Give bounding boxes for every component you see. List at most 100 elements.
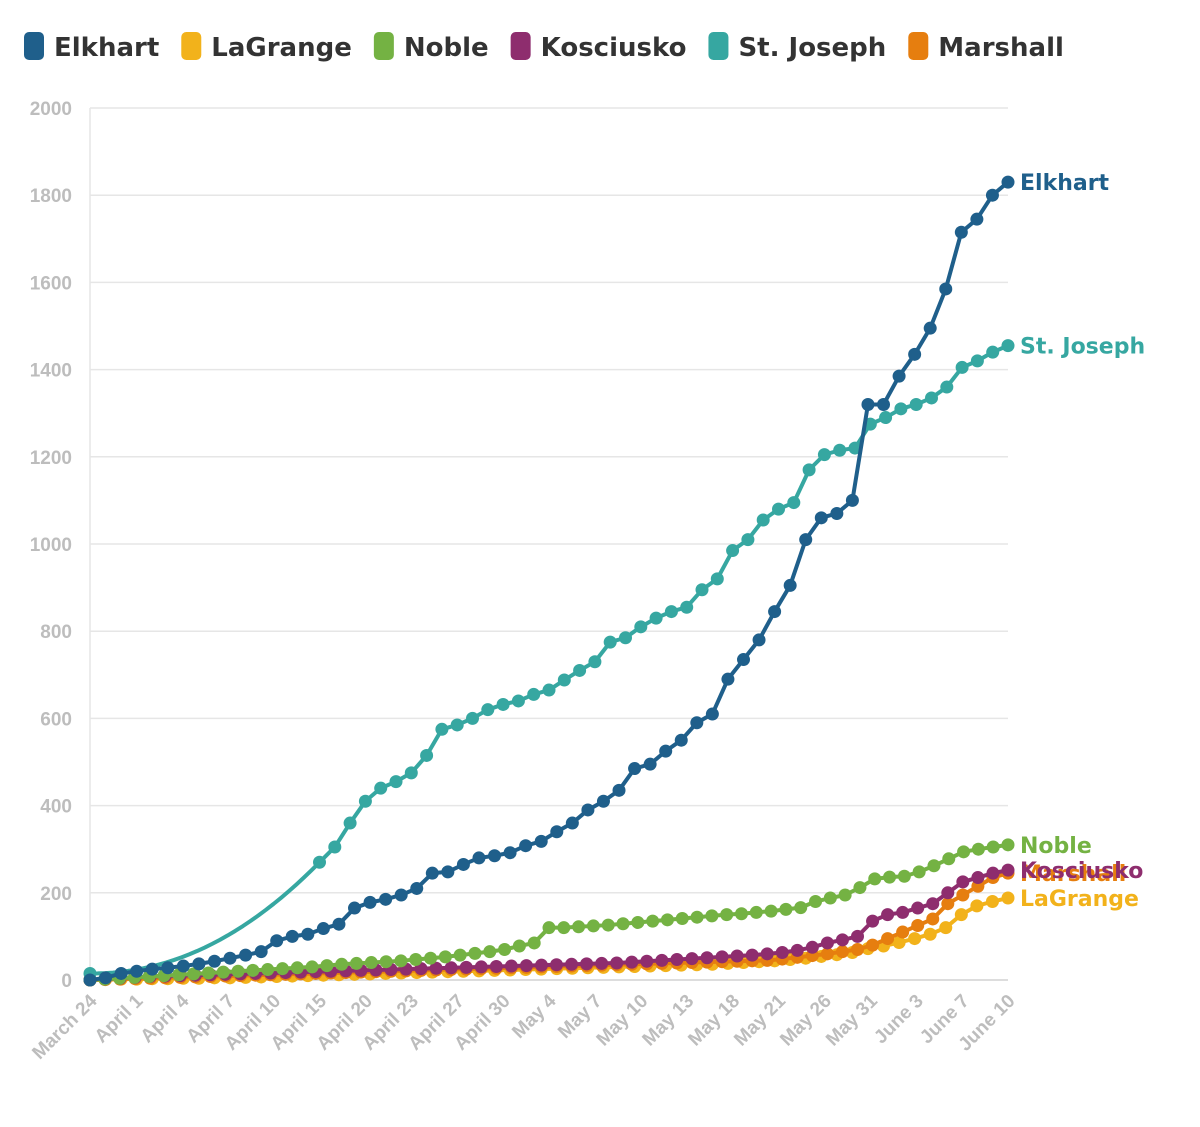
data-point xyxy=(866,938,880,952)
data-point xyxy=(519,959,533,973)
data-point xyxy=(853,881,867,895)
data-point xyxy=(573,663,587,677)
data-point xyxy=(775,946,789,960)
data-point xyxy=(790,943,804,957)
data-point xyxy=(954,908,968,922)
data-point xyxy=(616,917,630,931)
data-point xyxy=(881,932,895,946)
data-point xyxy=(805,940,819,954)
data-point xyxy=(542,683,556,697)
data-point xyxy=(503,846,517,860)
end-label-marshall: Marshall xyxy=(1020,862,1126,887)
data-point xyxy=(1001,838,1015,852)
data-point xyxy=(550,825,564,839)
legend-label: Noble xyxy=(404,33,489,63)
data-point xyxy=(450,718,464,732)
legend-item-noble[interactable]: Noble xyxy=(373,32,489,63)
data-point xyxy=(705,909,719,923)
y-tick-label: 1000 xyxy=(30,535,72,556)
legend-item-lagrange[interactable]: LaGrange xyxy=(181,32,352,63)
data-point xyxy=(877,397,891,411)
data-point xyxy=(435,722,449,736)
data-point xyxy=(379,892,393,906)
data-point xyxy=(868,872,882,886)
legend-item-st-joseph[interactable]: St. Joseph xyxy=(708,32,886,63)
data-point xyxy=(565,957,579,971)
data-point xyxy=(305,960,319,974)
y-tick-label: 2000 xyxy=(30,99,72,120)
data-point xyxy=(970,354,984,368)
x-tick-label: May 31 xyxy=(822,990,882,1050)
legend-swatch xyxy=(373,32,394,60)
data-point xyxy=(625,955,639,969)
data-point xyxy=(389,775,403,789)
data-point xyxy=(787,496,801,510)
data-point xyxy=(481,703,495,717)
data-point xyxy=(420,748,434,762)
data-point xyxy=(603,635,617,649)
data-point xyxy=(881,908,895,922)
data-point xyxy=(231,964,245,978)
data-point xyxy=(670,953,684,967)
data-point xyxy=(441,865,455,879)
data-point xyxy=(275,962,289,976)
series-line xyxy=(89,180,1010,982)
y-tick-label: 1600 xyxy=(30,273,72,294)
data-point xyxy=(942,852,956,866)
data-point xyxy=(83,973,97,987)
data-point xyxy=(955,360,969,374)
data-point xyxy=(674,733,688,747)
legend-swatch xyxy=(908,32,929,60)
data-point xyxy=(794,901,808,915)
data-point xyxy=(634,620,648,634)
data-point xyxy=(690,910,704,924)
data-point xyxy=(472,851,486,865)
x-tick-label: April 4 xyxy=(137,990,194,1047)
data-point xyxy=(145,962,159,976)
data-point xyxy=(409,953,423,967)
data-point xyxy=(374,781,388,795)
data-point xyxy=(736,653,750,667)
y-tick-label: 800 xyxy=(40,622,72,643)
data-point xyxy=(734,907,748,921)
data-point xyxy=(848,441,862,455)
legend-swatch xyxy=(24,32,44,60)
data-point xyxy=(631,915,645,929)
y-tick-label: 0 xyxy=(61,971,72,992)
data-point xyxy=(911,919,925,932)
data-point xyxy=(823,891,837,905)
data-point xyxy=(835,933,849,947)
gridlines xyxy=(89,107,1008,981)
data-point xyxy=(715,950,729,964)
data-point xyxy=(130,964,144,978)
data-point xyxy=(512,939,526,953)
data-point xyxy=(957,845,971,859)
data-point xyxy=(313,855,326,869)
data-point xyxy=(99,971,113,985)
data-point xyxy=(675,912,689,926)
data-point xyxy=(971,842,985,856)
data-point xyxy=(488,849,502,863)
legend-item-elkhart[interactable]: Elkhart xyxy=(24,32,159,63)
data-point xyxy=(596,794,610,808)
legend-item-kosciusko[interactable]: Kosciusko xyxy=(510,32,687,63)
data-point xyxy=(527,936,541,950)
data-point xyxy=(223,951,237,965)
series-st-joseph xyxy=(83,339,1015,980)
data-point xyxy=(830,506,844,520)
legend-item-marshall[interactable]: Marshall xyxy=(908,32,1064,63)
data-point xyxy=(685,952,699,966)
data-point xyxy=(956,888,970,902)
data-point xyxy=(425,866,439,880)
data-point xyxy=(741,533,755,547)
data-point xyxy=(925,391,938,405)
data-point xyxy=(985,188,999,202)
data-point xyxy=(343,816,357,830)
data-point xyxy=(1001,175,1015,189)
data-point xyxy=(892,936,906,950)
end-label-lagrange: LaGrange xyxy=(1020,887,1139,912)
data-point xyxy=(332,917,346,931)
data-point xyxy=(572,920,586,934)
